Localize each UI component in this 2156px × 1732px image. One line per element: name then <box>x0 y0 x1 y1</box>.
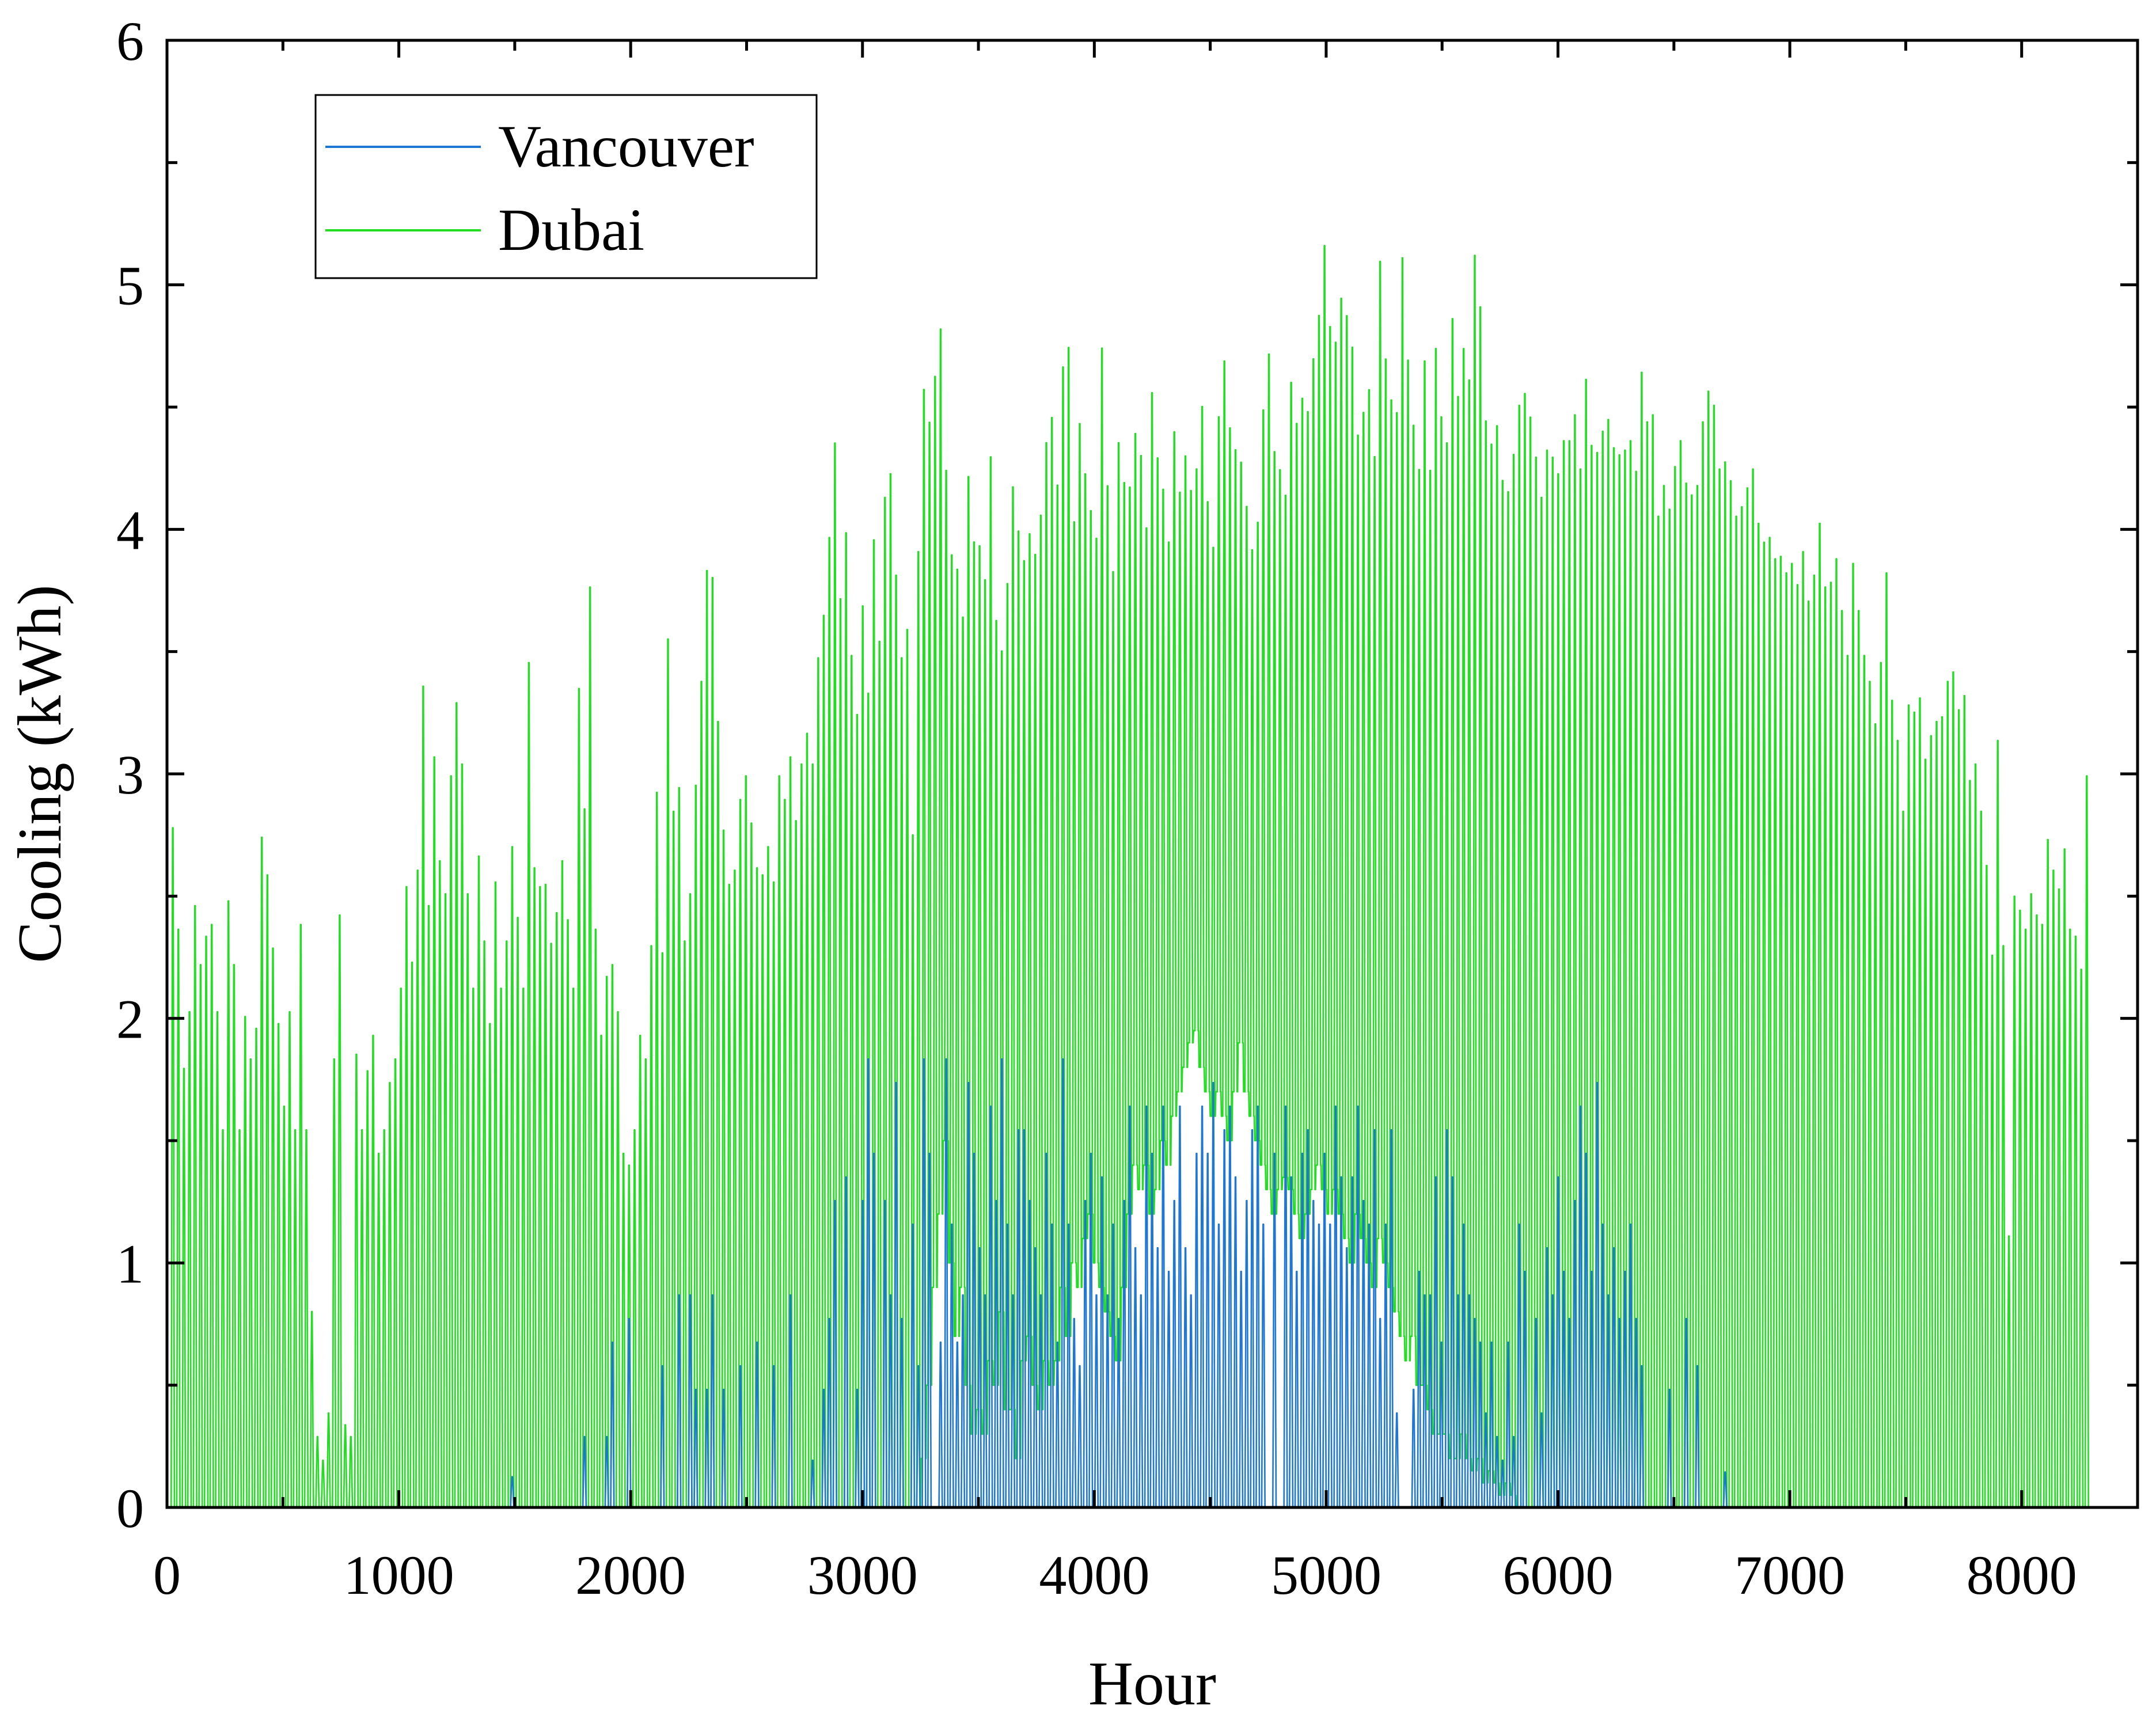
y-tick-label: 2 <box>116 989 144 1050</box>
x-tick-label: 6000 <box>1503 1544 1614 1606</box>
ticks-layer: 0 1000 2000 3000 4000 5000 6000 7000 8000 0 1 2 3 4 5 6 <box>116 10 2139 1606</box>
y-axis-label: Cooling (kWh) <box>6 585 74 963</box>
x-tick-label: 5000 <box>1271 1544 1381 1606</box>
y-tick-label: 5 <box>116 255 144 317</box>
x-tick-label: 7000 <box>1734 1544 1845 1606</box>
y-tick-label: 3 <box>116 744 144 806</box>
series-line-dubai <box>169 245 2089 1509</box>
y-tick-label: 6 <box>116 10 144 72</box>
legend: Vancouver Dubai <box>314 94 818 279</box>
y-tick-label: 0 <box>116 1477 144 1539</box>
x-tick-label: 1000 <box>344 1544 454 1606</box>
x-tick-label: 0 <box>153 1544 181 1606</box>
y-tick-label: 4 <box>116 499 144 561</box>
legend-label-dubai: Dubai <box>498 197 644 263</box>
y-tick-label: 1 <box>116 1233 144 1294</box>
x-tick-label: 8000 <box>1967 1544 2077 1606</box>
x-tick-label: 3000 <box>807 1544 918 1606</box>
x-tick-label: 2000 <box>575 1544 686 1606</box>
legend-label-vancouver: Vancouver <box>498 113 754 180</box>
x-axis-label: Hour <box>1088 1650 1216 1718</box>
x-tick-label: 4000 <box>1039 1544 1149 1606</box>
legend-box <box>314 94 818 279</box>
series-layer <box>169 245 2138 1509</box>
